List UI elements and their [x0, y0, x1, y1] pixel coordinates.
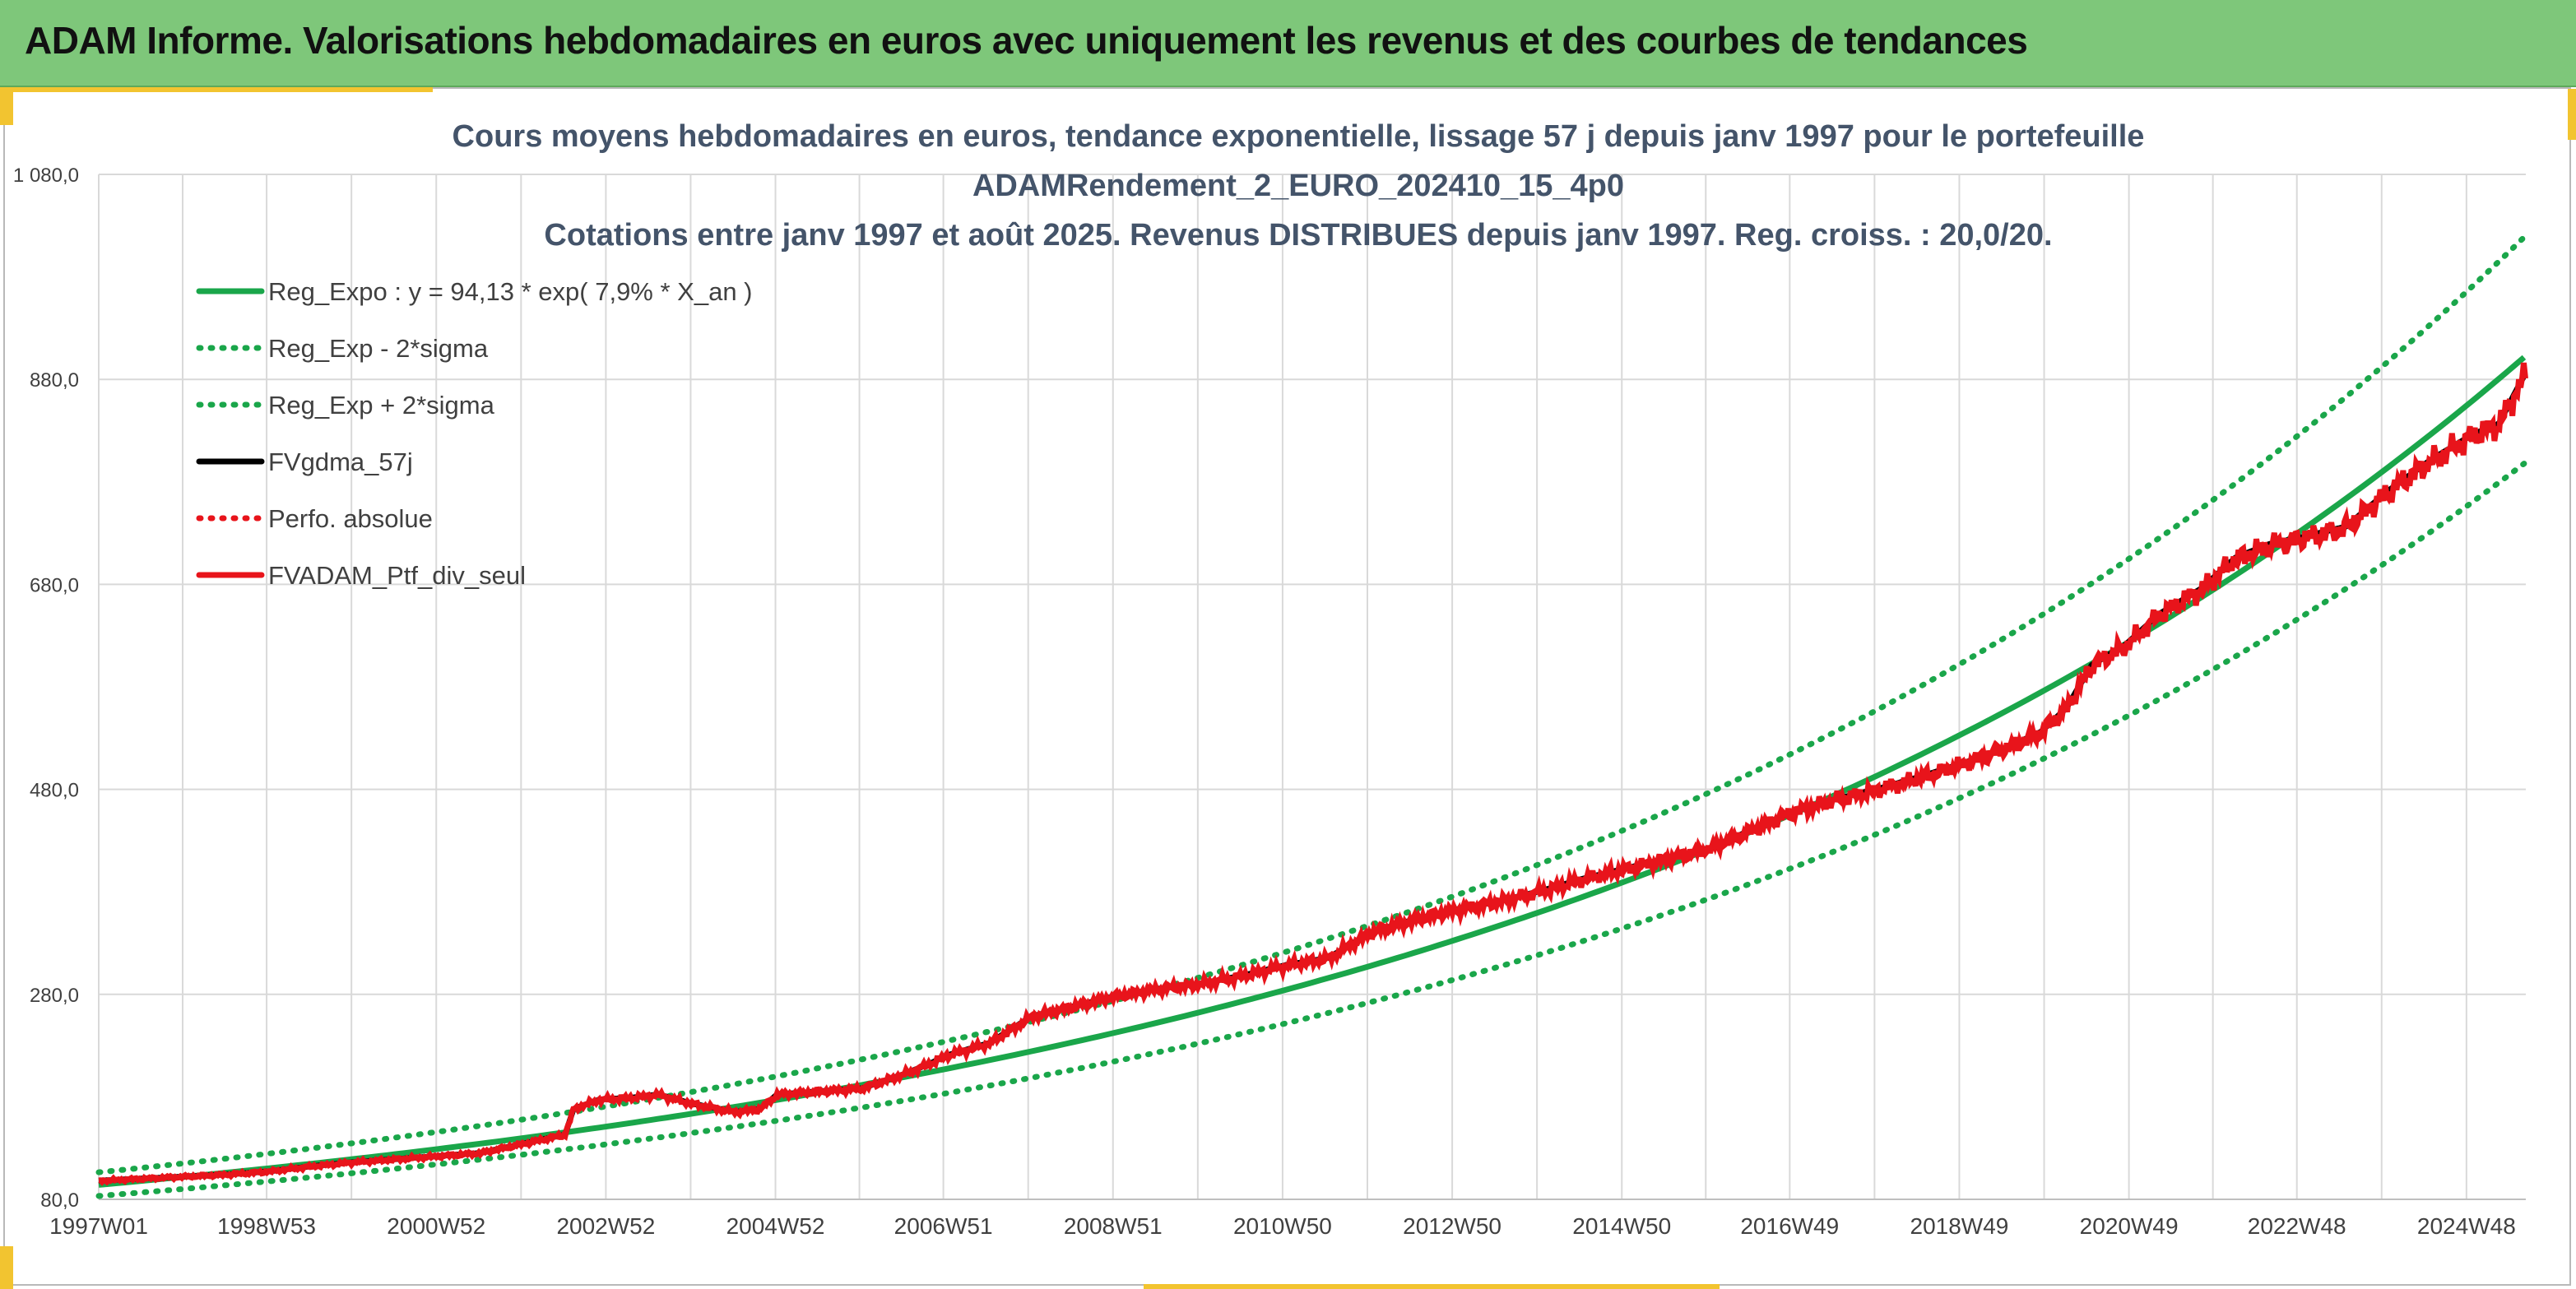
legend-label: FVADAM_Ptf_div_seul: [268, 561, 526, 590]
legend-label: Perfo. absolue: [268, 504, 433, 533]
legend-label: Reg_Exp - 2*sigma: [268, 334, 489, 363]
x-tick-label: 2004W52: [726, 1213, 825, 1239]
series-line-reg-expo: [98, 355, 2527, 1188]
series-line-fvadam-ptf-div-seul: [98, 362, 2528, 1186]
legend-label: Reg_Exp + 2*sigma: [268, 391, 495, 420]
chart-title-line: Cotations entre janv 1997 et août 2025. …: [544, 218, 2052, 253]
accent-bar: [0, 1246, 13, 1289]
y-tick-label: 480,0: [30, 780, 79, 802]
accent-bar: [1144, 1284, 1720, 1289]
x-tick-label: 2018W49: [1910, 1213, 2009, 1239]
chart-title-line: Cours moyens hebdomadaires en euros, ten…: [453, 119, 2145, 154]
title-banner: ADAM Informe. Valorisations hebdomadaire…: [0, 0, 2576, 87]
series-line-fvgdma-57j: [98, 372, 2528, 1184]
accent-bar: [2568, 89, 2576, 140]
y-tick-label: 80,0: [40, 1189, 79, 1212]
x-tick-label: 2002W52: [556, 1213, 655, 1239]
x-tick-label: 2012W50: [1403, 1213, 1502, 1239]
x-tick-label: 2000W52: [387, 1213, 485, 1239]
x-tick-label: 2008W51: [1064, 1213, 1163, 1239]
x-tick-label: 1997W01: [49, 1213, 148, 1239]
y-tick-label: 280,0: [30, 985, 79, 1007]
accent-bar: [13, 87, 433, 92]
x-tick-label: 2014W50: [1572, 1213, 1671, 1239]
chart-title-line: ADAMRendement_2_EURO_202410_15_4p0: [972, 169, 1624, 203]
legend-label: FVgdma_57j: [268, 447, 413, 476]
x-tick-label: 1998W53: [217, 1213, 316, 1239]
legend-label: Reg_Expo : y = 94,13 * exp( 7,9% * X_an …: [268, 277, 753, 306]
accent-bar: [0, 87, 13, 125]
y-tick-label: 1 080,0: [13, 165, 79, 187]
y-tick-label: 680,0: [30, 574, 79, 596]
x-tick-label: 2010W50: [1233, 1213, 1332, 1239]
series-line-reg-exp-minus-2sigma: [95, 461, 2527, 1199]
x-tick-label: 2020W49: [2080, 1213, 2179, 1239]
x-tick-label: 2024W48: [2417, 1213, 2516, 1239]
y-tick-label: 880,0: [30, 369, 79, 392]
x-tick-label: 2006W51: [894, 1213, 993, 1239]
series-line-reg-exp-plus-2sigma: [95, 234, 2527, 1175]
x-tick-label: 2016W49: [1740, 1213, 1839, 1239]
banner-title: ADAM Informe. Valorisations hebdomadaire…: [25, 19, 2028, 62]
x-tick-label: 2022W48: [2248, 1213, 2346, 1239]
